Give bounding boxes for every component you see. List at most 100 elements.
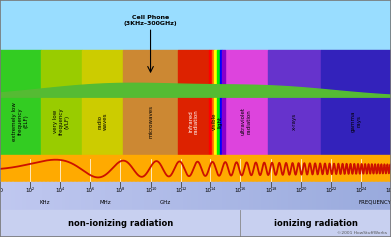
Bar (313, 182, 317, 210)
Bar (309, 182, 314, 210)
Bar (222, 50, 225, 155)
Bar (55, 182, 59, 210)
Text: 10²: 10² (25, 188, 35, 193)
Bar (180, 182, 185, 210)
Text: 10⁶: 10⁶ (86, 188, 95, 193)
Polygon shape (0, 83, 391, 97)
Bar (86, 182, 91, 210)
Bar (121, 182, 126, 210)
Bar (20, 182, 24, 210)
Bar (0, 210, 391, 237)
Bar (231, 182, 235, 210)
Bar (51, 182, 56, 210)
Bar (332, 182, 337, 210)
Bar (239, 182, 243, 210)
Bar (278, 182, 282, 210)
Bar (184, 182, 188, 210)
Bar (289, 182, 294, 210)
Bar (188, 182, 192, 210)
Bar (219, 182, 224, 210)
Text: FREQUENCY: FREQUENCY (359, 200, 391, 205)
Bar (282, 182, 286, 210)
Bar (47, 182, 52, 210)
Bar (375, 182, 380, 210)
Text: gamma
rays: gamma rays (350, 111, 361, 132)
Bar (383, 182, 388, 210)
Bar (227, 182, 231, 210)
Bar (301, 182, 306, 210)
Bar (246, 182, 251, 210)
Bar (352, 182, 357, 210)
Text: very low
frequency
(VLF): very low frequency (VLF) (53, 108, 70, 135)
Bar (207, 182, 212, 210)
Bar (78, 182, 83, 210)
Bar (266, 182, 271, 210)
Bar (242, 182, 247, 210)
Bar (199, 182, 204, 210)
Bar (16, 182, 20, 210)
Bar (23, 182, 28, 210)
Bar (321, 50, 391, 155)
Text: visible
light: visible light (212, 113, 222, 130)
Bar (211, 182, 216, 210)
Bar (328, 182, 333, 210)
Bar (285, 182, 290, 210)
Text: KHz: KHz (40, 200, 50, 205)
Bar (12, 182, 16, 210)
Bar (212, 50, 214, 155)
Bar (274, 182, 278, 210)
Bar (387, 182, 391, 210)
Text: ionizing radiation: ionizing radiation (274, 219, 358, 228)
Bar (293, 182, 298, 210)
Bar (66, 182, 71, 210)
Bar (82, 182, 87, 210)
Bar (235, 182, 239, 210)
Text: 10¹⁸: 10¹⁸ (265, 188, 276, 193)
Bar (344, 182, 349, 210)
Bar (168, 182, 173, 210)
Text: 10²⁶: 10²⁶ (386, 188, 391, 193)
Text: MHz: MHz (99, 200, 111, 205)
Bar (4, 182, 9, 210)
Text: 10²⁰: 10²⁰ (295, 188, 307, 193)
Bar (39, 182, 44, 210)
Text: 10¹⁶: 10¹⁶ (235, 188, 246, 193)
Text: 10¹²: 10¹² (175, 188, 186, 193)
Bar (364, 182, 368, 210)
Bar (82, 50, 123, 155)
Bar (106, 182, 110, 210)
Text: GHz: GHz (160, 200, 171, 205)
Text: ultraviolet
radiation: ultraviolet radiation (241, 107, 252, 136)
Bar (223, 182, 228, 210)
Text: extremely low
frequency
(ELF): extremely low frequency (ELF) (12, 102, 29, 141)
Bar (41, 50, 82, 155)
Bar (74, 182, 79, 210)
Bar (348, 182, 353, 210)
Bar (102, 182, 106, 210)
Bar (123, 50, 178, 155)
Bar (215, 182, 220, 210)
Bar (109, 182, 114, 210)
Text: 10¹⁰: 10¹⁰ (145, 188, 156, 193)
Bar (27, 182, 32, 210)
Bar (70, 182, 75, 210)
Bar (98, 182, 102, 210)
Bar (0, 155, 391, 182)
Text: infrared
radiation: infrared radiation (188, 109, 199, 134)
Bar (63, 182, 67, 210)
Bar (336, 182, 341, 210)
Bar (8, 182, 13, 210)
Text: Cell Phone
(3KHz–300GHz): Cell Phone (3KHz–300GHz) (124, 15, 178, 26)
Bar (0, 0, 391, 155)
Text: 10¹⁴: 10¹⁴ (205, 188, 216, 193)
Bar (94, 182, 99, 210)
Bar (152, 182, 157, 210)
Bar (196, 182, 200, 210)
Bar (220, 50, 222, 155)
Bar (141, 182, 145, 210)
Bar (137, 182, 142, 210)
Text: non-ionizing radiation: non-ionizing radiation (68, 219, 173, 228)
Bar (59, 182, 63, 210)
Bar (129, 182, 134, 210)
Bar (368, 182, 372, 210)
